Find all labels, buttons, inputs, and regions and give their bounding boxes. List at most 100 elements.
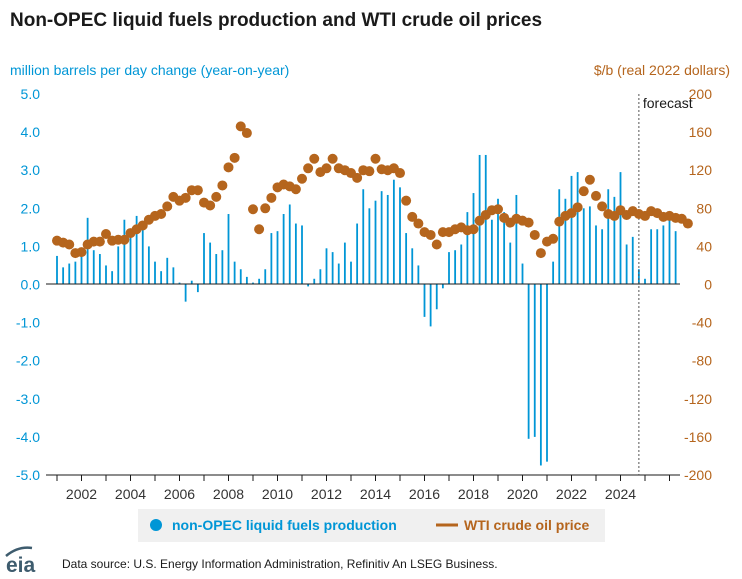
x-tick-label: 2016 — [409, 486, 440, 502]
production-bar — [343, 242, 346, 285]
production-bar — [423, 284, 426, 317]
x-axis-ticks: 2002 2004 2006 2008 2010 2012 2014 2016 2018 2020… — [56, 475, 670, 502]
production-bar — [147, 246, 150, 285]
production-bar — [539, 284, 542, 466]
price-dot — [572, 202, 583, 213]
production-bar — [570, 175, 573, 285]
production-bar — [466, 212, 469, 285]
production-bar — [325, 248, 328, 285]
legend: non-OPEC liquid fuels production WTI cru… — [138, 509, 605, 542]
left-tick-label: -1.0 — [16, 315, 40, 331]
production-bar — [527, 284, 530, 439]
production-bar — [154, 261, 156, 285]
legend-production-label: non-OPEC liquid fuels production — [172, 517, 397, 533]
production-bar — [515, 194, 518, 285]
x-tick-label: 2006 — [164, 486, 195, 502]
right-tick-label: -200 — [684, 467, 712, 483]
production-bar — [668, 212, 671, 285]
right-tick-label: 80 — [696, 200, 712, 216]
price-dot — [205, 200, 216, 211]
price-dot — [548, 233, 559, 244]
production-bar — [209, 242, 212, 285]
production-bar — [368, 208, 371, 285]
production-bar — [313, 278, 316, 285]
price-dots — [52, 121, 693, 259]
data-source-note: Data source: U.S. Energy Information Adm… — [62, 557, 498, 571]
price-dot — [578, 186, 589, 197]
price-dot — [254, 224, 265, 235]
production-bar — [123, 219, 126, 285]
eia-logo-text: eia — [6, 554, 36, 577]
legend-box — [138, 509, 605, 542]
price-dot — [682, 218, 693, 229]
eia-logo: eia — [5, 546, 36, 577]
right-axis-ticks: 200 160 120 80 40 0 -40 -80 -120 -160 -200 — [684, 86, 712, 483]
right-tick-label: 40 — [696, 238, 712, 254]
legend-price-label: WTI crude oil price — [464, 517, 589, 533]
production-bar — [160, 271, 163, 285]
production-bar — [282, 214, 285, 285]
production-bar — [264, 269, 267, 285]
price-dot — [321, 163, 332, 174]
production-bar — [441, 284, 444, 289]
x-tick-label: 2020 — [507, 486, 538, 502]
right-tick-label: 120 — [689, 162, 713, 178]
production-bar — [62, 267, 65, 285]
production-bar — [288, 204, 291, 285]
right-tick-label: 200 — [689, 86, 713, 102]
price-dot — [248, 204, 258, 215]
production-bar — [221, 250, 224, 285]
production-bar — [625, 244, 628, 285]
production-bar — [380, 191, 383, 285]
price-dot — [425, 229, 436, 240]
production-bar — [111, 271, 114, 285]
production-bar — [460, 244, 463, 285]
left-tick-label: -5.0 — [16, 467, 40, 483]
production-bar — [399, 187, 401, 285]
price-dot — [468, 224, 479, 235]
x-tick-label: 2014 — [360, 486, 391, 502]
production-bar — [588, 206, 591, 285]
production-bar — [417, 265, 420, 285]
production-bar — [637, 269, 640, 285]
production-bar — [582, 208, 585, 285]
x-tick-label: 2018 — [458, 486, 489, 502]
left-tick-label: -3.0 — [16, 391, 40, 407]
x-tick-label: 2010 — [262, 486, 293, 502]
left-tick-label: -2.0 — [16, 353, 40, 369]
left-tick-label: 4.0 — [21, 124, 41, 140]
price-dot — [241, 128, 252, 139]
production-bar — [258, 278, 261, 285]
price-dot — [64, 239, 75, 250]
production-bar — [607, 189, 610, 285]
right-axis-title: $/b (real 2022 dollars) — [594, 62, 730, 78]
price-dot — [591, 190, 601, 201]
production-bar — [166, 257, 169, 285]
x-tick-label: 2004 — [115, 486, 146, 502]
price-dot — [297, 173, 307, 184]
production-bar — [392, 179, 395, 285]
production-bar — [405, 233, 408, 285]
price-dot — [364, 166, 375, 177]
left-tick-label: 5.0 — [21, 86, 41, 102]
production-bar — [203, 233, 205, 285]
production-bar — [74, 261, 77, 285]
production-bar — [644, 278, 646, 285]
production-bar — [448, 252, 450, 285]
production-bar — [98, 254, 101, 285]
production-bar — [613, 196, 616, 285]
right-tick-label: -80 — [692, 353, 712, 369]
price-dot — [395, 168, 405, 179]
price-dot — [180, 192, 191, 203]
price-dot — [290, 184, 301, 195]
production-bar — [564, 198, 567, 285]
x-tick-label: 2008 — [213, 486, 244, 502]
production-bar — [307, 284, 310, 287]
production-bar — [546, 284, 548, 462]
x-tick-label: 2024 — [605, 486, 636, 502]
chart-title: Non-OPEC liquid fuels production and WTI… — [10, 10, 542, 31]
production-bar — [129, 234, 132, 285]
price-dot — [529, 229, 540, 240]
left-tick-label: 1.0 — [21, 238, 41, 254]
